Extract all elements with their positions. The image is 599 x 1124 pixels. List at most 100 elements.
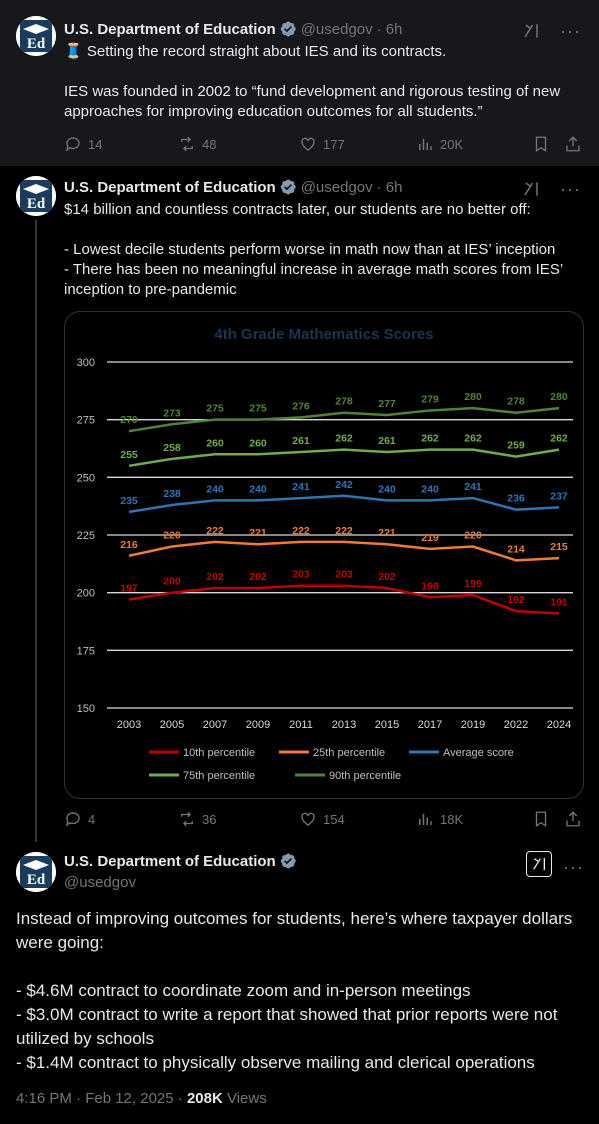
- more-icon[interactable]: ···: [560, 21, 581, 41]
- post-time[interactable]: · 6h: [376, 178, 403, 196]
- avatar[interactable]: Ed: [16, 852, 56, 892]
- data-label: 260: [249, 437, 267, 449]
- share-icon[interactable]: [564, 810, 582, 828]
- thread-post-1[interactable]: Ed U.S. Department of Education @usedgov…: [0, 0, 599, 166]
- data-label: 240: [249, 483, 267, 495]
- data-label: 236: [507, 493, 525, 505]
- data-label: 238: [163, 488, 181, 500]
- data-label: 192: [507, 594, 525, 606]
- x-tick-label: 2015: [375, 719, 399, 731]
- like-button[interactable]: 154: [299, 810, 345, 828]
- heart-icon: [301, 137, 315, 151]
- data-label: 237: [550, 490, 568, 502]
- grok-icon[interactable]: [522, 180, 540, 198]
- grok-button[interactable]: [526, 851, 552, 877]
- data-label: 203: [335, 569, 353, 581]
- data-label: 278: [335, 396, 353, 408]
- data-label: 255: [120, 449, 138, 461]
- chart-title: 4th Grade Mathematics Scores: [214, 326, 433, 343]
- x-tick-label: 2017: [418, 719, 442, 731]
- data-label: 280: [550, 391, 568, 403]
- share-icon[interactable]: [564, 135, 582, 153]
- line-chart: 4th Grade Mathematics Scores 150 175 200 225…: [77, 326, 573, 782]
- reply-button[interactable]: 14: [64, 135, 102, 153]
- y-tick-label: 225: [77, 530, 95, 542]
- y-tick-label: 150: [77, 703, 95, 715]
- data-label: 277: [378, 398, 396, 410]
- data-label: 262: [464, 433, 482, 445]
- data-label: 219: [421, 532, 439, 544]
- x-tick-label: 2007: [203, 719, 227, 731]
- views-button[interactable]: 18K: [416, 810, 463, 828]
- data-label: 262: [550, 433, 568, 445]
- author-name[interactable]: U.S. Department of Education: [64, 852, 276, 870]
- data-label: 270: [120, 414, 138, 426]
- avatar[interactable]: Ed: [16, 16, 56, 56]
- chart-image[interactable]: 4th Grade Mathematics Scores 150 175 200 225…: [64, 311, 584, 799]
- author-name[interactable]: U.S. Department of Education: [64, 178, 276, 196]
- data-label: 261: [292, 435, 310, 447]
- data-label: 241: [292, 481, 310, 493]
- data-label: 220: [464, 530, 482, 542]
- grok-icon[interactable]: [522, 22, 540, 40]
- views-count: 208K: [186, 1090, 223, 1107]
- more-icon[interactable]: ···: [563, 857, 584, 877]
- post-meta: 4:16 PM · Feb 12, 2025 · 208K Views: [16, 1090, 267, 1107]
- post-time[interactable]: · 6h: [376, 20, 403, 38]
- data-label: 261: [378, 435, 396, 447]
- data-label: 241: [464, 481, 482, 493]
- data-label: 235: [120, 495, 138, 507]
- avatar[interactable]: Ed: [16, 176, 56, 216]
- data-label: 262: [421, 433, 439, 445]
- data-label: 214: [507, 543, 525, 555]
- repost-icon: [181, 811, 193, 827]
- grok-icon: [533, 858, 545, 870]
- like-count: 177: [323, 136, 345, 152]
- data-label: 221: [249, 527, 267, 539]
- more-icon[interactable]: ···: [560, 179, 581, 199]
- x-tick-label: 2024: [547, 719, 571, 731]
- data-label: 276: [292, 400, 310, 412]
- x-tick-label: 2005: [160, 719, 184, 731]
- views-button[interactable]: 20K: [416, 135, 463, 153]
- bookmark-icon[interactable]: [532, 135, 550, 153]
- author-handle[interactable]: @usedgov: [300, 178, 373, 196]
- bookmark-icon[interactable]: [532, 810, 550, 828]
- author-handle[interactable]: @usedgov: [300, 20, 373, 38]
- legend-label: 90th percentile: [329, 770, 401, 782]
- reply-button[interactable]: 4: [64, 810, 95, 828]
- x-tick-label: 2019: [461, 719, 485, 731]
- data-label: 202: [378, 571, 396, 583]
- author-handle[interactable]: @usedgov: [64, 874, 136, 891]
- data-label: 273: [163, 407, 181, 419]
- action-bar: 14 48 177 20K: [64, 135, 584, 155]
- y-tick-label: 250: [77, 472, 95, 484]
- repost-count: 36: [202, 811, 217, 827]
- y-tick-label: 300: [77, 357, 95, 369]
- author-name[interactable]: U.S. Department of Education: [64, 20, 276, 38]
- series-line: [128, 406, 560, 433]
- post-text: Instead of improving outcomes for studen…: [16, 909, 573, 1072]
- y-tick-label: 200: [77, 588, 95, 600]
- data-label: 259: [507, 440, 525, 452]
- y-tick-label: 175: [77, 645, 95, 657]
- x-tick-label: 2009: [246, 719, 270, 731]
- views-count: 20K: [440, 136, 464, 152]
- repost-button[interactable]: 48: [178, 135, 216, 153]
- svg-text:Ed: Ed: [27, 872, 46, 888]
- data-label: 279: [421, 393, 439, 405]
- post-timestamp[interactable]: 4:16 PM · Feb 12, 2025 ·: [16, 1090, 187, 1107]
- repost-icon: [181, 136, 193, 152]
- data-label: 200: [163, 576, 181, 588]
- data-label: 240: [206, 483, 224, 495]
- repost-button[interactable]: 36: [178, 810, 216, 828]
- like-button[interactable]: 177: [299, 135, 345, 153]
- data-label: 222: [335, 525, 353, 537]
- thread-line: [35, 220, 37, 842]
- data-label: 191: [550, 596, 568, 608]
- post-text: $14 billion and countless contracts late…: [64, 201, 563, 298]
- verified-badge-icon: [280, 21, 296, 37]
- data-label: 221: [378, 527, 396, 539]
- x-tick-label: 2011: [289, 719, 313, 731]
- data-label: 240: [378, 483, 396, 495]
